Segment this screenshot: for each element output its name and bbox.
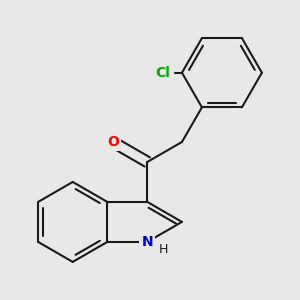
Text: O: O: [107, 135, 118, 149]
Text: H: H: [159, 243, 168, 256]
Text: Cl: Cl: [155, 66, 170, 80]
Text: N: N: [142, 235, 153, 249]
